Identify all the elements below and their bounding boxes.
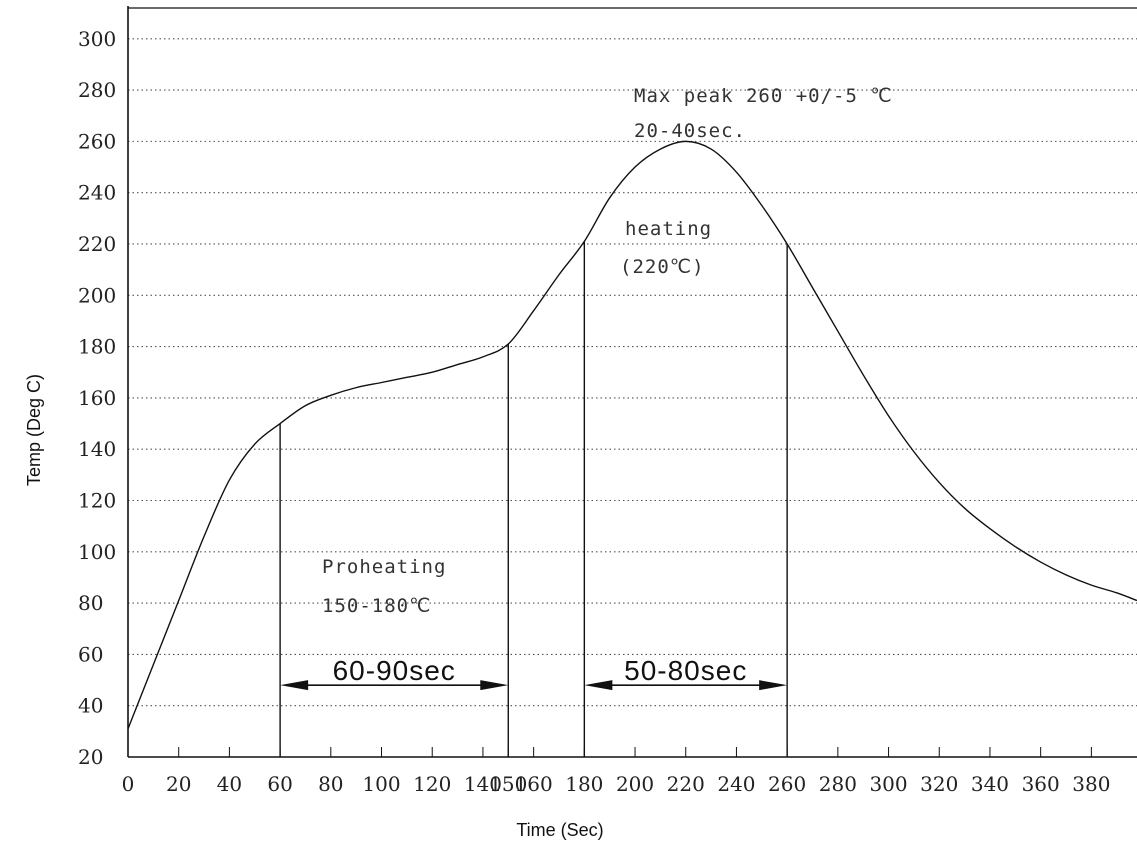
x-tick-label: 60: [267, 772, 292, 796]
y-tick-label: 60: [78, 642, 103, 666]
preheat-annotation-line2: 150-180℃: [322, 595, 431, 617]
x-tick-label: 160: [515, 772, 553, 796]
heating-annotation-line1: heating: [625, 218, 712, 240]
preheat-annotation-line1: Proheating: [322, 556, 446, 578]
x-tick-label: 20: [166, 772, 191, 796]
x-tick-label: 260: [768, 772, 806, 796]
x-tick-label: 280: [819, 772, 857, 796]
x-tick-label: 200: [616, 772, 654, 796]
duration-arrowhead-right: [759, 680, 787, 690]
x-tick-label: 0: [122, 772, 135, 796]
x-tick-label: 40: [217, 772, 242, 796]
x-tick-label: 340: [971, 772, 1009, 796]
duration-arrowhead-left: [584, 680, 612, 690]
y-tick-label: 200: [78, 283, 116, 307]
duration-arrowhead-left: [280, 680, 308, 690]
y-tick-label: 120: [78, 488, 116, 512]
y-axis-title: Temp (Deg C): [24, 374, 44, 486]
grid-lines: [128, 39, 1137, 706]
duration-arrows: 60-90sec 50-80sec: [280, 655, 787, 690]
y-tick-label: 240: [78, 181, 116, 205]
y-tick-label: 260: [78, 129, 116, 153]
x-tick-label: 240: [717, 772, 755, 796]
y-tick-label: 100: [78, 540, 116, 564]
y-tick-label: 220: [78, 232, 116, 256]
plot-frame: [128, 6, 1137, 757]
x-tick-label: 180: [565, 772, 603, 796]
x-tick-label: 360: [1022, 772, 1060, 796]
x-tick-label: 120: [413, 772, 451, 796]
peak-annotation-line1: Max peak 260 +0/-5 ℃: [634, 85, 893, 107]
heating-annotation-line2: (220℃): [620, 256, 705, 278]
duration-label: 50-80sec: [624, 655, 747, 686]
x-tick-label: 380: [1072, 772, 1110, 796]
x-tick-label: 320: [920, 772, 958, 796]
x-axis-title: Time (Sec): [516, 820, 603, 840]
x-tick-label: 220: [667, 772, 705, 796]
y-tick-label: 20: [78, 745, 103, 769]
duration-label: 60-90sec: [333, 655, 456, 686]
peak-annotation-line2: 20-40sec.: [634, 120, 746, 142]
y-tick-label: 280: [78, 78, 116, 102]
x-tick-label: 100: [362, 772, 400, 796]
y-tick-label: 160: [78, 386, 116, 410]
x-tick-label: 300: [869, 772, 907, 796]
y-tick-label: 80: [78, 591, 103, 615]
y-tick-label: 40: [78, 694, 103, 718]
duration-arrowhead-right: [480, 680, 508, 690]
x-tick-label: 80: [318, 772, 343, 796]
y-tick-labels: 20 40 60 80 100 120 140 160 180 200 220 240 260 280 30…: [78, 27, 116, 769]
y-tick-label: 180: [78, 335, 116, 359]
y-tick-label: 300: [78, 27, 116, 51]
y-tick-label: 140: [78, 437, 116, 461]
